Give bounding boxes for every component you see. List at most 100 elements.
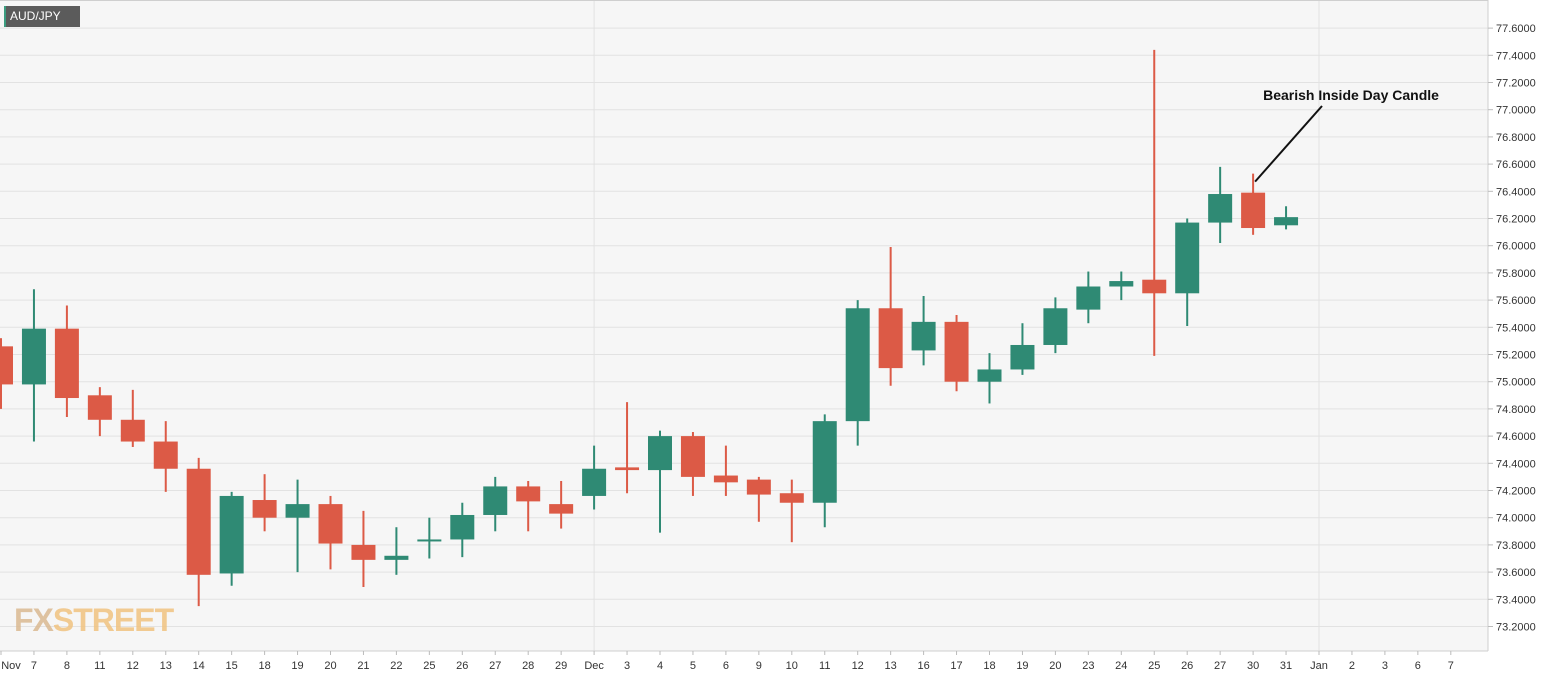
candle-bullish [1274,206,1299,230]
candle-bearish [1142,49,1167,356]
y-tick-label: 77.6000 [1496,23,1536,35]
brand-logo: FXSTREET [14,602,175,638]
x-tick-label: 6 [723,660,729,672]
candle-body [450,514,475,540]
x-tick-label: 23 [1082,660,1094,672]
candle-bearish [54,305,79,418]
x-tick-label: 20 [324,660,336,672]
candle-body [54,328,79,399]
candle-body [977,369,1002,382]
candle-body [845,308,870,422]
candle-bearish [1241,173,1266,235]
x-axis: Nov 7 8 11 12 13 14 15 18 19 20 21 22 25 26 27 28 29 Dec 3 4… [0,651,1454,672]
candle-bearish [944,315,969,392]
x-tick-label: 20 [1049,660,1061,672]
y-tick-label: 74.8000 [1496,404,1536,416]
x-tick-label: 13 [885,660,897,672]
candle-body [516,486,541,502]
candle-bearish [516,480,541,532]
y-tick-label: 75.4000 [1496,322,1536,334]
candle-bearish [351,510,376,588]
candle-body [21,328,46,385]
candle-bullish [845,300,870,446]
x-tick-label: 12 [852,660,864,672]
candle-body [911,321,936,351]
y-tick-label: 74.0000 [1496,513,1536,525]
candle-body [812,421,837,503]
candle-bearish [87,387,112,437]
x-tick-label: 26 [456,660,468,672]
y-tick-label: 73.6000 [1496,567,1536,579]
x-tick-label: 2 [1349,660,1355,672]
candle-body [944,321,969,382]
x-tick-label: 6 [1415,660,1421,672]
candle-bearish [120,389,145,447]
candle-body [1274,217,1299,226]
y-tick-label: 73.2000 [1496,622,1536,634]
x-tick-label: 19 [1016,660,1028,672]
x-tick-label: 3 [1382,660,1388,672]
candle-bullish [977,353,1002,404]
x-tick-label: 18 [983,660,995,672]
y-tick-label: 76.8000 [1496,132,1536,144]
x-tick-label: 22 [390,660,402,672]
x-tick-label: 28 [522,660,534,672]
y-tick-label: 75.0000 [1496,377,1536,389]
x-tick-label: 14 [193,660,205,672]
y-tick-label: 75.8000 [1496,268,1536,280]
x-tick-label: 10 [786,660,798,672]
candle-bullish [285,479,310,573]
brand-logo-part2: STREET [53,602,175,638]
candle-body [1010,344,1035,370]
y-tick-label: 77.0000 [1496,105,1536,117]
x-tick-label: 11 [94,660,105,672]
x-tick-label: 24 [1115,660,1127,672]
y-tick-label: 76.6000 [1496,159,1536,171]
candle-body [186,468,211,575]
x-tick-label: 7 [31,660,37,672]
annotations: Bearish Inside Day Candle [1254,87,1439,183]
symbol-badge: AUD/JPY [4,6,80,27]
candle-body [252,500,277,518]
y-tick-label: 76.2000 [1496,214,1536,226]
x-tick-label: 27 [489,660,501,672]
y-tick-label: 73.8000 [1496,540,1536,552]
candle-body [483,486,508,515]
candle-body [582,468,607,496]
candle-body [153,441,178,469]
x-tick-label: Jan [1310,660,1328,672]
x-tick-label: 30 [1247,660,1259,672]
candle-body [1175,222,1200,294]
candle-bearish [779,479,804,543]
candle-bullish [1076,271,1101,324]
candle-body [120,419,145,442]
candle-bearish [153,421,178,492]
candle-bullish [582,445,607,510]
candle-bullish [1043,297,1068,354]
x-tick-label: 25 [1148,660,1160,672]
x-tick-label: 12 [127,660,139,672]
x-tick-label: 16 [917,660,929,672]
x-tick-label: 8 [64,660,70,672]
candle-bullish [1208,166,1233,243]
candle-bearish [0,338,13,409]
x-tick-label: 18 [258,660,270,672]
candle-bearish [186,457,211,607]
candle-bullish [219,491,244,586]
candle-body [1076,286,1101,310]
x-tick-label: 25 [423,660,435,672]
candle-body [1142,279,1167,294]
x-tick-label: 5 [690,660,696,672]
x-tick-label: 21 [357,660,369,672]
candle-body [779,493,804,503]
candle-body [648,436,672,471]
x-tick-label: 17 [950,660,962,672]
x-tick-label: 15 [226,660,238,672]
y-tick-label: 74.6000 [1496,431,1536,443]
candle-bullish [384,527,409,575]
candle-body [87,395,112,420]
candle-body [285,504,310,518]
candle-bullish [648,430,672,533]
grid-lines [0,0,1489,652]
